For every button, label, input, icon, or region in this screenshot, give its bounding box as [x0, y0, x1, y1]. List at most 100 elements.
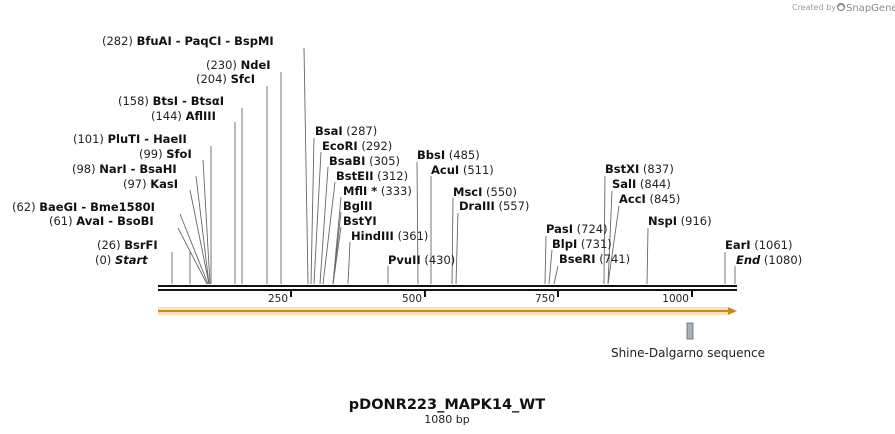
site-label-bglii[interactable]: BglII — [343, 199, 373, 213]
site-label-aflIII[interactable]: (144) AflIII — [151, 109, 216, 123]
dna-backbone — [158, 285, 737, 291]
site-enzyme-name: BsoBI — [117, 214, 154, 228]
site-position: (430) — [421, 253, 456, 267]
site-position: (204) — [196, 72, 231, 86]
site-position: (485) — [445, 148, 480, 162]
site-label-bseri[interactable]: BseRI (741) — [559, 252, 630, 266]
site-label-sfoi[interactable]: (99) SfoI — [139, 147, 192, 161]
site-label-bbsi[interactable]: BbsI (485) — [417, 148, 480, 162]
site-label-nari[interactable]: (98) NarI - BsaHI — [72, 162, 177, 176]
site-enzyme-name: NspI — [648, 214, 677, 228]
site-position: (557) — [495, 199, 530, 213]
site-label-pasi[interactable]: PasI (724) — [546, 222, 608, 236]
site-position: (1080) — [760, 253, 802, 267]
site-enzyme-name: BfuAI — [137, 34, 172, 48]
site-position: (292) — [358, 139, 393, 153]
plasmid-title: pDONR223_MAPK14_WT — [349, 397, 545, 413]
site-label-bstxi[interactable]: BstXI (837) — [605, 162, 674, 176]
site-position: (741) — [596, 252, 631, 266]
tick-label-250: 250 — [268, 293, 288, 305]
site-label-eari[interactable]: EarI (1061) — [725, 238, 792, 252]
site-enzyme-name: BtsI — [153, 94, 178, 108]
site-label-avai[interactable]: (61) AvaI - BsoBI — [49, 214, 154, 228]
site-enzyme-name: BseRI — [559, 252, 596, 266]
site-enzyme-name: NdeI — [241, 58, 271, 72]
site-position: (305) — [365, 154, 400, 168]
site-enzyme-name: AflIII — [186, 109, 216, 123]
site-label-bstyi[interactable]: BstYI — [343, 214, 377, 228]
site-separator: - — [127, 162, 140, 176]
tick-label-750: 750 — [535, 293, 555, 305]
site-enzyme-name: AccI — [619, 192, 646, 206]
site-enzyme-name: NarI — [99, 162, 126, 176]
site-enzyme-name: EarI — [725, 238, 751, 252]
site-label-btsi[interactable]: (158) BtsI - BtsαI — [118, 94, 224, 108]
site-label-start[interactable]: (0) Start — [95, 253, 148, 267]
site-enzyme-name: PasI — [546, 222, 573, 236]
site-position: (282) — [102, 34, 137, 48]
site-label-bsteii[interactable]: BstEII (312) — [336, 169, 408, 183]
shine-dalgarno-feature-box[interactable] — [686, 322, 694, 340]
site-separator: - — [77, 200, 90, 214]
site-enzyme-name: SalI — [612, 177, 636, 191]
site-label-blpi[interactable]: BlpI (731) — [552, 237, 612, 251]
site-enzyme-name: PluTI — [108, 132, 141, 146]
site-label-bsai[interactable]: BsaI (287) — [315, 124, 377, 138]
site-label-acci[interactable]: AccI (845) — [619, 192, 680, 206]
site-enzyme-name: KasI — [150, 177, 178, 191]
site-label-ecori[interactable]: EcoRI (292) — [322, 139, 392, 153]
site-label-sfci[interactable]: (204) SfcI — [196, 72, 255, 86]
site-label-draiii[interactable]: DraIII (557) — [459, 199, 529, 213]
site-label-kasi[interactable]: (97) KasI — [123, 177, 178, 191]
site-position: (916) — [677, 214, 712, 228]
site-separator: - — [104, 214, 117, 228]
site-leader-lines — [171, 47, 736, 285]
restriction-site-labels: (0) Start(26) BsrFI (61) AvaI - BsoBI(62)… — [12, 34, 802, 267]
credit-brand: SnapGene — [846, 3, 895, 14]
site-label-end[interactable]: End (1080) — [736, 253, 802, 267]
site-label-bsrfi[interactable]: (26) BsrFI — [97, 238, 158, 252]
site-label-acui[interactable]: AcuI (511) — [431, 163, 494, 177]
site-enzyme-name: BstYI — [343, 214, 377, 228]
site-enzyme-name: BstEII — [336, 169, 374, 183]
site-position: (26) — [97, 238, 124, 252]
shine-dalgarno-label: Shine-Dalgarno sequence — [611, 346, 765, 360]
orf-arrow[interactable] — [158, 307, 737, 315]
site-enzyme-name: HaeII — [153, 132, 187, 146]
site-position: (144) — [151, 109, 186, 123]
site-label-pluti[interactable]: (101) PluTI - HaeII — [73, 132, 187, 146]
site-position: (0) — [95, 253, 115, 267]
site-enzyme-name: DraIII — [459, 199, 495, 213]
site-position: (845) — [646, 192, 681, 206]
site-enzyme-name: BspMI — [234, 34, 274, 48]
site-enzyme-name: EcoRI — [322, 139, 358, 153]
site-label-sali[interactable]: SalI (844) — [612, 177, 671, 191]
site-enzyme-name: SfcI — [231, 72, 255, 86]
site-label-bsabi[interactable]: BsaBI (305) — [329, 154, 400, 168]
site-enzyme-name: BsrFI — [124, 238, 157, 252]
site-separator: - — [140, 132, 153, 146]
site-enzyme-name: BsaI — [315, 124, 343, 138]
site-label-nspi[interactable]: NspI (916) — [648, 214, 712, 228]
site-position: (550) — [482, 185, 517, 199]
site-label-mfli[interactable]: MflI * (333) — [343, 184, 412, 198]
site-label-bfuai[interactable]: (282) BfuAI - PaqCI - BspMI — [102, 34, 274, 48]
site-position: (98) — [72, 162, 99, 176]
site-label-pvuii[interactable]: PvuII (430) — [388, 253, 455, 267]
site-position: (97) — [123, 177, 150, 191]
site-position: (287) — [343, 124, 378, 138]
snapgene-logo-icon — [836, 2, 846, 12]
site-enzyme-name: BtsαI — [191, 94, 224, 108]
site-label-ndei[interactable]: (230) NdeI — [206, 58, 271, 72]
plasmid-length: 1080 bp — [424, 413, 469, 426]
site-enzyme-name: Bme1580I — [90, 200, 155, 214]
site-position: (158) — [118, 94, 153, 108]
site-position: (511) — [459, 163, 494, 177]
site-label-hindiii[interactable]: HindIII (361) — [351, 229, 428, 243]
site-position: (333) — [377, 184, 412, 198]
site-enzyme-name: PvuII — [388, 253, 421, 267]
site-enzyme-name: BaeGI — [39, 200, 77, 214]
site-label-baegi[interactable]: (62) BaeGI - Bme1580I — [12, 200, 155, 214]
site-label-msci[interactable]: MscI (550) — [453, 185, 517, 199]
